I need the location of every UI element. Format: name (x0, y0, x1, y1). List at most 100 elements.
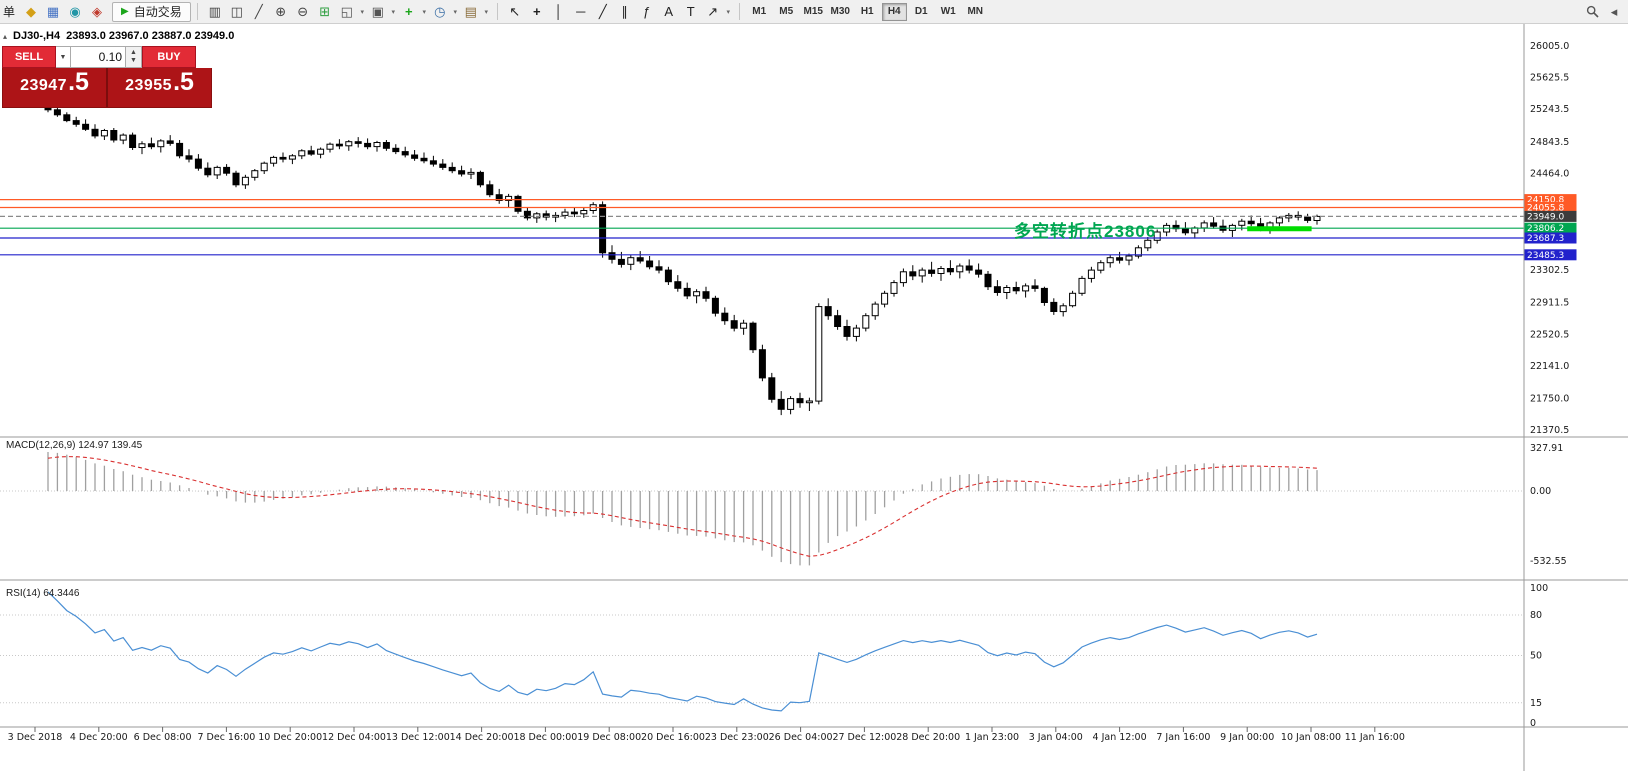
timeframe-m1-button[interactable]: M1 (747, 3, 772, 21)
sidebar-toggle-icon[interactable]: ◂ (1610, 3, 1618, 19)
arrange-windows-icon-caret[interactable]: ▾ (391, 8, 395, 16)
svg-text:24150.8: 24150.8 (1527, 196, 1564, 206)
arrows-icon[interactable]: ↗ (707, 3, 719, 19)
timeframe-h4-button[interactable]: H4 (881, 2, 907, 21)
svg-text:23 Dec 23:00: 23 Dec 23:00 (705, 732, 769, 743)
svg-text:9 Jan 00:00: 9 Jan 00:00 (1220, 732, 1274, 743)
autotrade-play-icon: ▶ (121, 6, 129, 17)
toolbar-separator (496, 3, 498, 20)
svg-text:25243.5: 25243.5 (1530, 104, 1569, 115)
navigator-icon[interactable]: ◉ (69, 3, 81, 19)
horizontal-line-icon[interactable]: ─ (576, 4, 586, 19)
pane-separators[interactable] (0, 436, 1628, 728)
indicators-icon-caret[interactable]: ▾ (422, 8, 426, 16)
horizontal-line-objects[interactable] (0, 199, 1524, 256)
svg-text:26 Dec 04:00: 26 Dec 04:00 (769, 732, 833, 743)
timeframe-w1-button[interactable]: W1 (936, 3, 961, 21)
zoom-out-icon[interactable]: ⊖ (297, 3, 309, 19)
svg-text:23302.5: 23302.5 (1530, 265, 1569, 276)
cascade-windows-icon-caret[interactable]: ▾ (360, 8, 364, 16)
periods-icon-caret[interactable]: ▾ (453, 8, 457, 16)
bid-price-display[interactable]: 23947 .5 (3, 68, 106, 107)
search-icon[interactable] (1581, 2, 1603, 22)
spin-up-icon[interactable]: ▲ (130, 49, 137, 57)
svg-text:23687.3: 23687.3 (1527, 234, 1564, 244)
chart-background (0, 24, 1628, 771)
svg-text:22141.0: 22141.0 (1530, 361, 1569, 372)
menu-fragment-label[interactable]: 单 (3, 5, 16, 19)
arrows-icon-caret[interactable]: ▾ (726, 8, 730, 16)
indicators-icon[interactable]: + (404, 4, 413, 19)
price-axis-labels: 26005.0 25625.5 25243.5 24843.5 24464.0 23302… (1530, 41, 1569, 436)
svg-text:24055.8: 24055.8 (1527, 204, 1564, 214)
vertical-line-icon[interactable]: │ (554, 4, 563, 19)
toolbar-draw-icons: ↖ + │ ─ ╱ ∥ ƒ A T ↗ ▾ (504, 2, 733, 22)
zoom-in-icon[interactable]: ⊕ (275, 3, 287, 19)
candlestick-type-icon[interactable]: ◫ (230, 3, 243, 19)
svg-text:25625.5: 25625.5 (1530, 72, 1569, 83)
channel-icon[interactable]: ∥ (621, 3, 628, 19)
cascade-windows-icon[interactable]: ◱ (340, 3, 353, 19)
tile-windows-icon[interactable]: ⊞ (319, 3, 331, 19)
chart-window: 26005.0 25625.5 25243.5 24843.5 24464.0 23302… (0, 24, 1628, 771)
panel-collapse-icon[interactable]: ▴ (3, 31, 8, 41)
new-order-icon[interactable]: ◆ (26, 3, 37, 19)
volume-spinner[interactable]: ▲ ▼ (126, 46, 142, 68)
svg-text:27 Dec 12:00: 27 Dec 12:00 (832, 732, 896, 743)
chart-header: ▴ DJ30-,H4 23893.0 23967.0 23887.0 23949… (3, 30, 234, 42)
bar-chart-type-icon[interactable]: ▥ (208, 3, 221, 19)
text-label-icon[interactable]: T (686, 4, 695, 19)
fibonacci-icon[interactable]: ƒ (643, 4, 651, 19)
svg-text:23485.3: 23485.3 (1527, 251, 1564, 261)
periods-icon[interactable]: ◷ (434, 3, 446, 19)
svg-text:11 Jan 16:00: 11 Jan 16:00 (1345, 732, 1405, 743)
svg-text:10 Dec 20:00: 10 Dec 20:00 (258, 732, 322, 743)
svg-text:24843.5: 24843.5 (1530, 137, 1569, 148)
price-axis-area (1524, 24, 1628, 771)
chart-ohlc-values: 23893.0 23967.0 23887.0 23949.0 (66, 30, 235, 42)
line-chart-type-icon[interactable]: ╱ (254, 3, 263, 19)
timeframe-m5-button[interactable]: M5 (774, 3, 799, 21)
svg-text:-532.55: -532.55 (1530, 556, 1567, 567)
trendline-icon[interactable]: ╱ (598, 3, 607, 19)
buy-button[interactable]: BUY (142, 46, 196, 68)
spin-down-icon[interactable]: ▼ (130, 57, 137, 64)
bid-price-main: 23947 (20, 77, 68, 94)
svg-text:23949.0: 23949.0 (1527, 212, 1564, 222)
timeframe-buttons: M1 M5 M15 M30 H1 H4 D1 W1 MN (746, 2, 989, 21)
autotrade-button[interactable]: ▶ 自动交易 (112, 1, 191, 22)
svg-text:80: 80 (1530, 610, 1542, 621)
svg-text:24464.0: 24464.0 (1530, 169, 1569, 180)
macd-pane (0, 452, 1524, 566)
arrange-windows-icon[interactable]: ▣ (371, 3, 384, 19)
chart-annotation-text[interactable]: 多空转折点23806 (1014, 222, 1157, 241)
cursor-icon[interactable]: ↖ (509, 3, 521, 19)
rsi-scale-labels: 100 80 50 15 0 (1530, 583, 1548, 729)
timeframe-m15-button[interactable]: M15 (801, 3, 826, 21)
ask-price-display[interactable]: 23955 .5 (106, 68, 211, 107)
toolbar-separator (738, 3, 740, 20)
chart-symbol-period: DJ30-,H4 (13, 30, 61, 42)
svg-text:0.00: 0.00 (1530, 486, 1551, 497)
timeframe-m30-button[interactable]: M30 (828, 3, 853, 21)
chart-canvas[interactable]: 26005.0 25625.5 25243.5 24843.5 24464.0 23302… (0, 24, 1628, 771)
templates-icon-caret[interactable]: ▾ (484, 8, 488, 16)
volume-input[interactable] (71, 46, 126, 68)
crosshair-icon[interactable]: + (532, 4, 541, 19)
svg-text:15: 15 (1530, 698, 1542, 709)
sell-button[interactable]: SELL (2, 46, 56, 68)
timeframe-h1-button[interactable]: H1 (855, 3, 880, 21)
templates-icon[interactable]: ▤ (464, 3, 477, 19)
svg-text:4 Jan 12:00: 4 Jan 12:00 (1093, 732, 1147, 743)
timeframe-d1-button[interactable]: D1 (909, 3, 934, 21)
timeframe-mn-button[interactable]: MN (963, 3, 988, 21)
market-watch-icon[interactable]: ▦ (46, 3, 60, 19)
text-icon[interactable]: A (664, 4, 674, 19)
svg-text:4 Dec 20:00: 4 Dec 20:00 (70, 732, 128, 743)
main-toolbar: 单 ◆ ▦ ◉ ◈ ▶ 自动交易 ▥ ◫ ╱ ⊕ ⊖ ⊞ ◱ ▾ ▣ ▾ + ▾ ◷ ▾ ▤ ▾ ↖ + │ ─ ╱ ∥ ƒ A T… (0, 0, 1628, 24)
ask-price-pips: .5 (173, 68, 194, 96)
svg-text:22520.5: 22520.5 (1530, 330, 1569, 341)
terminal-icon[interactable]: ◈ (92, 3, 103, 19)
volume-dropdown-icon[interactable]: ▼ (56, 46, 71, 68)
ask-price-main: 23955 (125, 77, 173, 94)
